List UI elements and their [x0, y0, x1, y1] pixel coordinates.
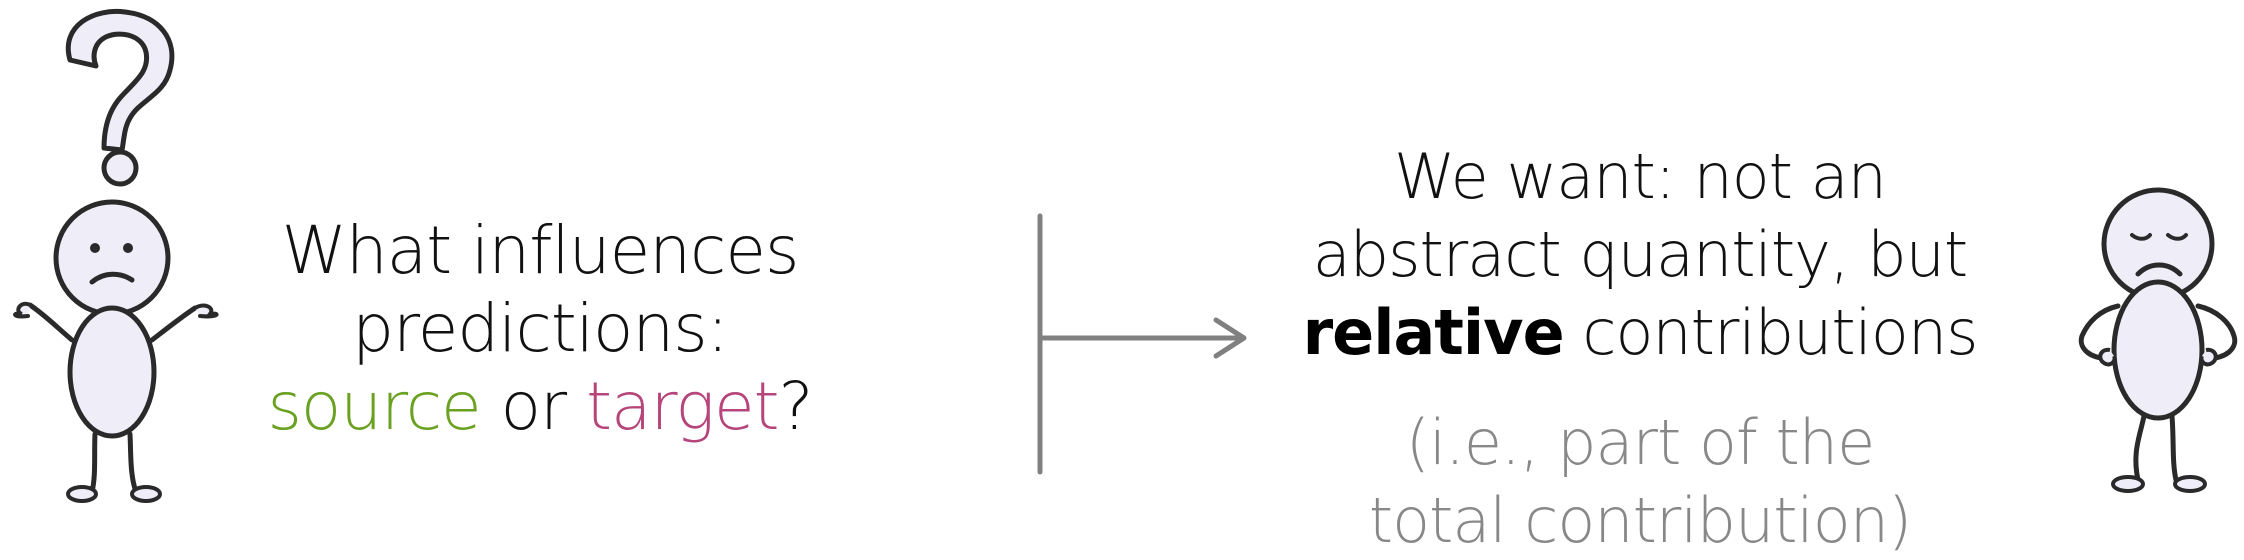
target-word: target — [586, 368, 779, 445]
question-text: What influences predictions: source or t… — [200, 212, 880, 446]
confused-figure-with-question-mark — [13, 8, 219, 503]
answer-line-2: abstract quantity, but — [1312, 218, 1968, 291]
answer-text: We want: not an abstract quantity, but r… — [1250, 138, 2030, 372]
question-mark-icon — [65, 8, 175, 187]
transition-arrow-icon — [1037, 213, 1247, 475]
note-line-1: (i.e., part of the — [1405, 406, 1875, 479]
sad-face-icon — [2101, 187, 2215, 301]
question-line-3: source or target? — [200, 368, 880, 446]
confused-face-icon — [53, 199, 171, 317]
note-line-2: total contribution) — [1368, 484, 1912, 557]
contributions-word: contributions — [1582, 296, 1978, 369]
question-line-1: What influences — [281, 212, 800, 289]
question-mark-char: ? — [778, 368, 814, 445]
sad-figure — [2078, 187, 2238, 493]
answer-line-1: We want: not an — [1394, 140, 1887, 213]
note-text: (i.e., part of the total contribution) — [1250, 404, 2030, 560]
question-line-2: predictions: — [352, 290, 729, 367]
source-word: source — [267, 368, 481, 445]
answer-line-3: relative contributions — [1250, 294, 2030, 372]
or-word: or — [500, 368, 568, 445]
relative-word: relative — [1302, 296, 1565, 369]
